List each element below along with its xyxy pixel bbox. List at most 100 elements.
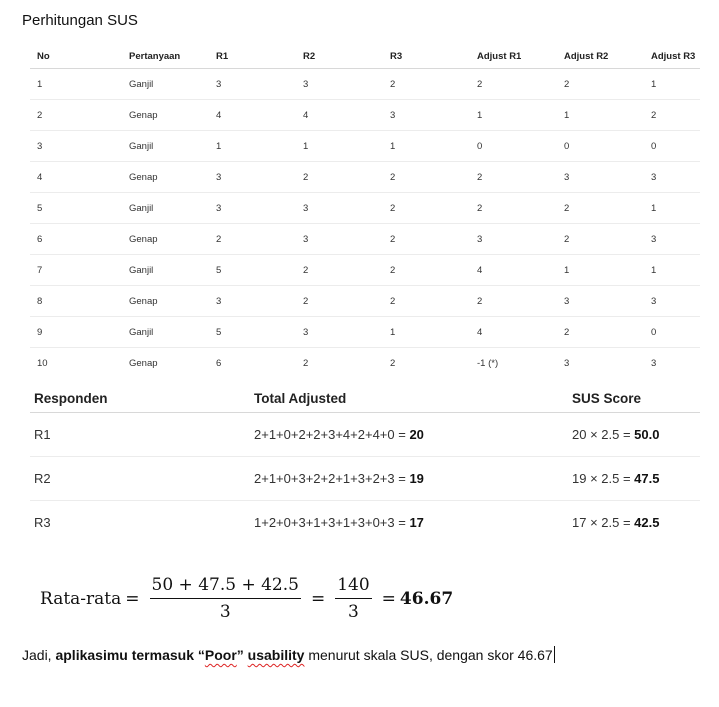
cell-adjust-r2: 3 (564, 357, 570, 369)
conclusion-rest: menurut skala SUS, dengan skor 46.67 (304, 647, 553, 663)
table-header-row: Responden Total Adjusted SUS Score (30, 384, 700, 413)
score-value: 50.0 (634, 427, 660, 442)
score-expression: 17 × 2.5 = (572, 515, 635, 530)
header-adjust-r3: Adjust R3 (644, 44, 700, 69)
cell-r1: 4 (209, 99, 296, 131)
conclusion-prefix: Jadi, (22, 647, 56, 663)
cell-r1: 1 (209, 130, 296, 162)
cell-pertanyaan: Ganjil (122, 130, 209, 162)
cell-adjust-r1: 2 (470, 285, 557, 317)
cell-r2: 2 (303, 357, 309, 369)
cell-adjust-r1: -1 (*) (477, 357, 499, 369)
cell-r1: 5 (209, 254, 296, 286)
cell-r1: 3 (209, 161, 296, 193)
header-adjust-r2: Adjust R2 (557, 44, 644, 69)
cell-adjust-r3: 1 (644, 192, 700, 224)
cell-no: 6 (30, 223, 122, 255)
cell-adjust-r3: 3 (644, 285, 700, 317)
page-title: Perhitungan SUS (22, 12, 138, 29)
header-r1: R1 (209, 44, 296, 69)
spellcheck-word-usability[interactable]: usability (247, 647, 305, 663)
cell-adjust-r2: 3 (557, 285, 644, 317)
cell-adjust-r3: 2 (644, 99, 700, 131)
cell-pertanyaan: Ganjil (122, 254, 209, 286)
cell-pertanyaan: Ganjil (122, 192, 209, 224)
cell-r2: 3 (296, 316, 383, 348)
cell-adjust-r1: 0 (470, 130, 557, 162)
sum-fraction: 50 + 47.5 + 42.5 3 (149, 575, 301, 622)
table-row: 8 Genap 3 2 2 2 3 3 (30, 285, 700, 317)
sum-denominator: 3 (219, 602, 231, 622)
header-responden: Responden (30, 384, 250, 413)
table-row: 1 Ganjil 3 3 2 2 2 1 (30, 68, 700, 100)
table-row: 2 Genap 4 4 3 1 1 2 (30, 99, 700, 131)
total-adjusted-cell: 2+1+0+3+2+2+1+3+2+3 = 19 (250, 456, 568, 501)
equals-sign: = (310, 588, 326, 609)
table-header-row: No Pertanyaan R1 R2 R3 Adjust R1 Adjust … (30, 44, 700, 69)
cell-pertanyaan: Genap (122, 285, 209, 317)
cell-adjust-r1: 2 (470, 68, 557, 100)
cell-r3: 1 (383, 316, 470, 348)
cell-r1: 3 (209, 285, 296, 317)
cell-adjust-r3: 3 (644, 223, 700, 255)
table-row: R2 2+1+0+3+2+2+1+3+2+3 = 19 19 × 2.5 = 4… (30, 456, 700, 501)
total-numerator: 140 (335, 575, 372, 599)
respondent-cell: R1 (30, 412, 250, 457)
cell-adjust-r2: 2 (557, 316, 644, 348)
total-expression: 2+1+0+2+2+3+4+2+4+0 = (254, 427, 410, 442)
sus-score-cell: 19 × 2.5 = 47.5 (568, 456, 700, 501)
cell-r2: 2 (296, 285, 383, 317)
cell-adjust-r1: 4 (470, 254, 557, 286)
table-row: 4 Genap 3 2 2 2 3 3 (30, 161, 700, 193)
cell-pertanyaan: Genap (122, 99, 209, 131)
cell-no: 3 (30, 130, 122, 162)
cell-r2: 1 (296, 130, 383, 162)
score-value: 47.5 (634, 471, 660, 486)
cell-no: 4 (30, 161, 122, 193)
text-cursor (553, 646, 555, 663)
header-sus-score: SUS Score (568, 384, 700, 413)
cell-r2: 2 (296, 254, 383, 286)
cell-adjust-r2: 2 (557, 192, 644, 224)
table-row: 6 Genap 2 3 2 3 2 3 (30, 223, 700, 255)
cell-pertanyaan: Genap (129, 357, 158, 369)
equals-sign: = (125, 588, 140, 609)
table-row: 3 Ganjil 1 1 1 0 0 0 (30, 130, 700, 162)
cell-pertanyaan: Ganjil (122, 68, 209, 100)
total-fraction: 140 3 (335, 575, 372, 622)
sus-score-cell: 20 × 2.5 = 50.0 (568, 412, 700, 457)
cell-r3: 2 (383, 68, 470, 100)
total-value: 17 (409, 515, 424, 530)
total-adjusted-cell: 2+1+0+2+2+3+4+2+4+0 = 20 (250, 412, 568, 457)
conclusion-text[interactable]: Jadi, aplikasimu termasuk “Poor” usabili… (22, 646, 555, 663)
table-row: 9 Ganjil 5 3 1 4 2 0 (30, 316, 700, 348)
cell-no: 1 (30, 68, 122, 100)
cell-no: 9 (30, 316, 122, 348)
equals-sign: = (381, 588, 396, 609)
total-value: 20 (409, 427, 424, 442)
cell-adjust-r1: 4 (470, 316, 557, 348)
calculation-table: No Pertanyaan R1 R2 R3 Adjust R1 Adjust … (30, 44, 700, 378)
cell-pertanyaan: Genap (122, 223, 209, 255)
average-result: 46.67 (399, 588, 454, 609)
score-table: Responden Total Adjusted SUS Score R1 2+… (30, 384, 700, 544)
total-expression: 2+1+0+3+2+2+1+3+2+3 = (254, 471, 410, 486)
cell-adjust-r3: 3 (644, 161, 700, 193)
cell-adjust-r3: 0 (644, 130, 700, 162)
cell-no: 8 (30, 285, 122, 317)
header-r2: R2 (296, 44, 383, 69)
cell-r3: 2 (383, 161, 470, 193)
sum-numerator: 50 + 47.5 + 42.5 (149, 575, 301, 599)
cell-adjust-r2: 2 (557, 223, 644, 255)
cell-r1: 3 (209, 192, 296, 224)
cell-adjust-r1: 2 (470, 192, 557, 224)
cell-r1: 3 (209, 68, 296, 100)
spellcheck-word-poor[interactable]: Poor (204, 647, 237, 663)
cell-pertanyaan: Genap (122, 161, 209, 193)
formula-label: Rata-rata (40, 588, 122, 609)
cell-r3: 2 (390, 357, 396, 369)
cell-r1: 2 (209, 223, 296, 255)
table-row: R3 1+2+0+3+1+3+1+3+0+3 = 17 17 × 2.5 = 4… (30, 501, 700, 545)
cell-adjust-r2: 1 (557, 254, 644, 286)
total-denominator: 3 (348, 602, 359, 622)
